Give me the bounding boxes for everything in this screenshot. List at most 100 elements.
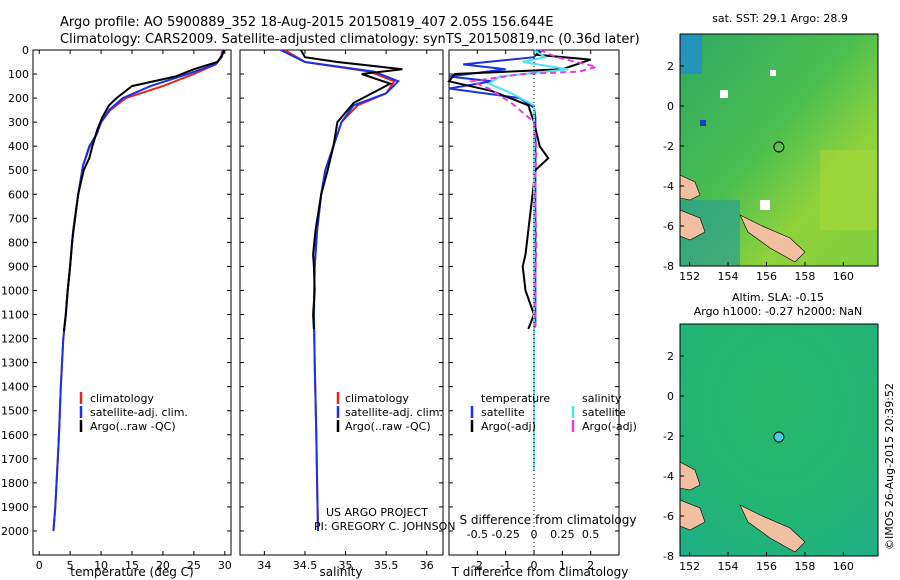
sst-land (680, 174, 701, 201)
series-line-climatology (284, 49, 396, 532)
series-line-satellite-adj-clim- (52, 49, 225, 532)
series-line-argo-raw-qc- (300, 49, 403, 330)
legend-label-climatology: climatology (90, 392, 154, 405)
legend-label-argo: Argo(..raw -QC) (90, 420, 176, 433)
legend-label-t-satellite: satellite (481, 406, 525, 419)
sla-land (680, 461, 701, 491)
project-name: US ARGO PROJECT (326, 506, 428, 519)
x-tick-label: 20 (156, 559, 170, 572)
map-x-tick-label: 154 (718, 560, 739, 573)
project-pi: PI: GREGORY C. JOHNSON (314, 520, 455, 533)
sst-map-frame (679, 33, 879, 267)
y-tick-label: 600 (8, 188, 29, 201)
x2-tick-label: 0.5 (582, 528, 600, 541)
sst-missing-cell (760, 200, 770, 210)
x-tick-label: 35.5 (374, 559, 399, 572)
figure-title-line2: Climatology: CARS2009. Satellite-adjuste… (60, 32, 640, 47)
legend-label-argo: Argo(..raw -QC) (345, 420, 431, 433)
sst-map-title: sat. SST: 29.1 Argo: 28.9 (712, 12, 848, 25)
map-y-tick-label: -6 (663, 510, 674, 523)
sla-map-frame (679, 323, 879, 557)
figure-title-line1: Argo profile: AO 5900889_352 18-Aug-2015… (60, 15, 553, 30)
sst-warm-patch (820, 150, 878, 230)
difference-xlabel: T difference from climatology (451, 565, 629, 579)
map-y-tick-label: 2 (667, 350, 674, 363)
x2-tick-label: 0.25 (550, 528, 575, 541)
x2-tick-label: -0.25 (491, 528, 519, 541)
sst-land (680, 209, 706, 241)
map-x-tick-label: 154 (718, 270, 739, 283)
x-tick-label: 25 (187, 559, 201, 572)
y-tick-label: 1000 (1, 284, 29, 297)
salinity-legend: climatology satellite-adj. clim. Argo(..… (336, 392, 443, 433)
sla-map-subtitle: Argo h1000: -0.27 h2000: NaN (694, 305, 863, 318)
y-tick-label: 1700 (1, 453, 29, 466)
x2-tick-label: -0.5 (467, 528, 488, 541)
x-tick-label: 1 (559, 559, 566, 572)
y-tick-label: 1100 (1, 309, 29, 322)
salinity-panel-frame (239, 49, 444, 556)
map-y-tick-label: -2 (663, 140, 674, 153)
sst-missing-cell (770, 70, 776, 76)
temperature-axes: 0100200300400500600700800900100011001200… (1, 44, 232, 572)
temperature-panel-frame (32, 49, 232, 556)
legend-heading-salinity: salinity (582, 392, 622, 405)
temperature-legend: climatology satellite-adj. clim. Argo(..… (79, 392, 188, 433)
series-line-satellite-adj-clim- (280, 49, 401, 532)
y-tick-label: 300 (8, 116, 29, 129)
sla-map-title: Altim. SLA: -0.15 (732, 291, 824, 304)
y-tick-label: 800 (8, 236, 29, 249)
sst-argo-location-marker (773, 141, 785, 153)
x-tick-label: 10 (94, 559, 108, 572)
series-line-climatology (52, 49, 224, 532)
y-tick-label: 1800 (1, 477, 29, 490)
sst-land (739, 214, 806, 263)
sla-map: 152 154 156 158 160 2 0 -2 -4 -6 -8 (663, 323, 879, 573)
y-tick-label: 900 (8, 260, 29, 273)
y-tick-label: 700 (8, 212, 29, 225)
map-x-tick-label: 152 (679, 560, 700, 573)
temperature-xlabel: temperature (deg C) (70, 565, 193, 579)
x-tick-label: 2 (587, 559, 594, 572)
x-tick-label: -2 (472, 559, 483, 572)
map-y-tick-label: 0 (667, 390, 674, 403)
map-x-tick-label: 158 (794, 560, 815, 573)
x-tick-label: 34.5 (293, 559, 318, 572)
y-tick-label: 2000 (1, 525, 29, 538)
salinity-axes: 34 34.5 35 35.5 36 (240, 49, 443, 572)
map-y-tick-label: -4 (663, 180, 674, 193)
y-tick-label: 400 (8, 140, 29, 153)
map-y-tick-label: 2 (667, 60, 674, 73)
x-tick-label: 0 (531, 559, 538, 572)
x-tick-label: 34 (257, 559, 271, 572)
legend-heading-temperature: temperature (481, 392, 550, 405)
legend-label-satellite: satellite-adj. clim. (90, 406, 188, 419)
y-tick-label: 1900 (1, 501, 29, 514)
map-y-tick-label: -8 (663, 260, 674, 273)
y-tick-label: 1200 (1, 333, 29, 346)
legend-label-climatology: climatology (345, 392, 409, 405)
map-y-tick-label: -2 (663, 430, 674, 443)
map-y-tick-label: -6 (663, 220, 674, 233)
series-line-argo-raw-qc- (62, 49, 226, 332)
legend-label-s-argo: Argo(-adj) (582, 420, 637, 433)
sst-map: 152 154 156 158 160 2 0 -2 -4 -6 -8 (663, 33, 879, 283)
x-tick-label: 30 (218, 559, 232, 572)
y-tick-label: 200 (8, 92, 29, 105)
map-x-tick-label: 158 (794, 270, 815, 283)
x-tick-label: 15 (125, 559, 139, 572)
y-tick-label: 1500 (1, 405, 29, 418)
y-tick-label: 1600 (1, 429, 29, 442)
map-y-tick-label: 0 (667, 100, 674, 113)
salinity-series (280, 49, 403, 532)
temperature-series (52, 49, 226, 532)
map-x-tick-label: 160 (833, 270, 854, 283)
sst-map-ticks: 152 154 156 158 160 2 0 -2 -4 -6 -8 (663, 60, 854, 283)
series-line-salinity-argo-adj- (468, 49, 601, 329)
sst-cold-cell (700, 120, 706, 126)
x-tick-label: 0 (36, 559, 43, 572)
x-tick-label: -1 (500, 559, 511, 572)
x-tick-label: 36 (420, 559, 434, 572)
y-tick-label: 1300 (1, 357, 29, 370)
